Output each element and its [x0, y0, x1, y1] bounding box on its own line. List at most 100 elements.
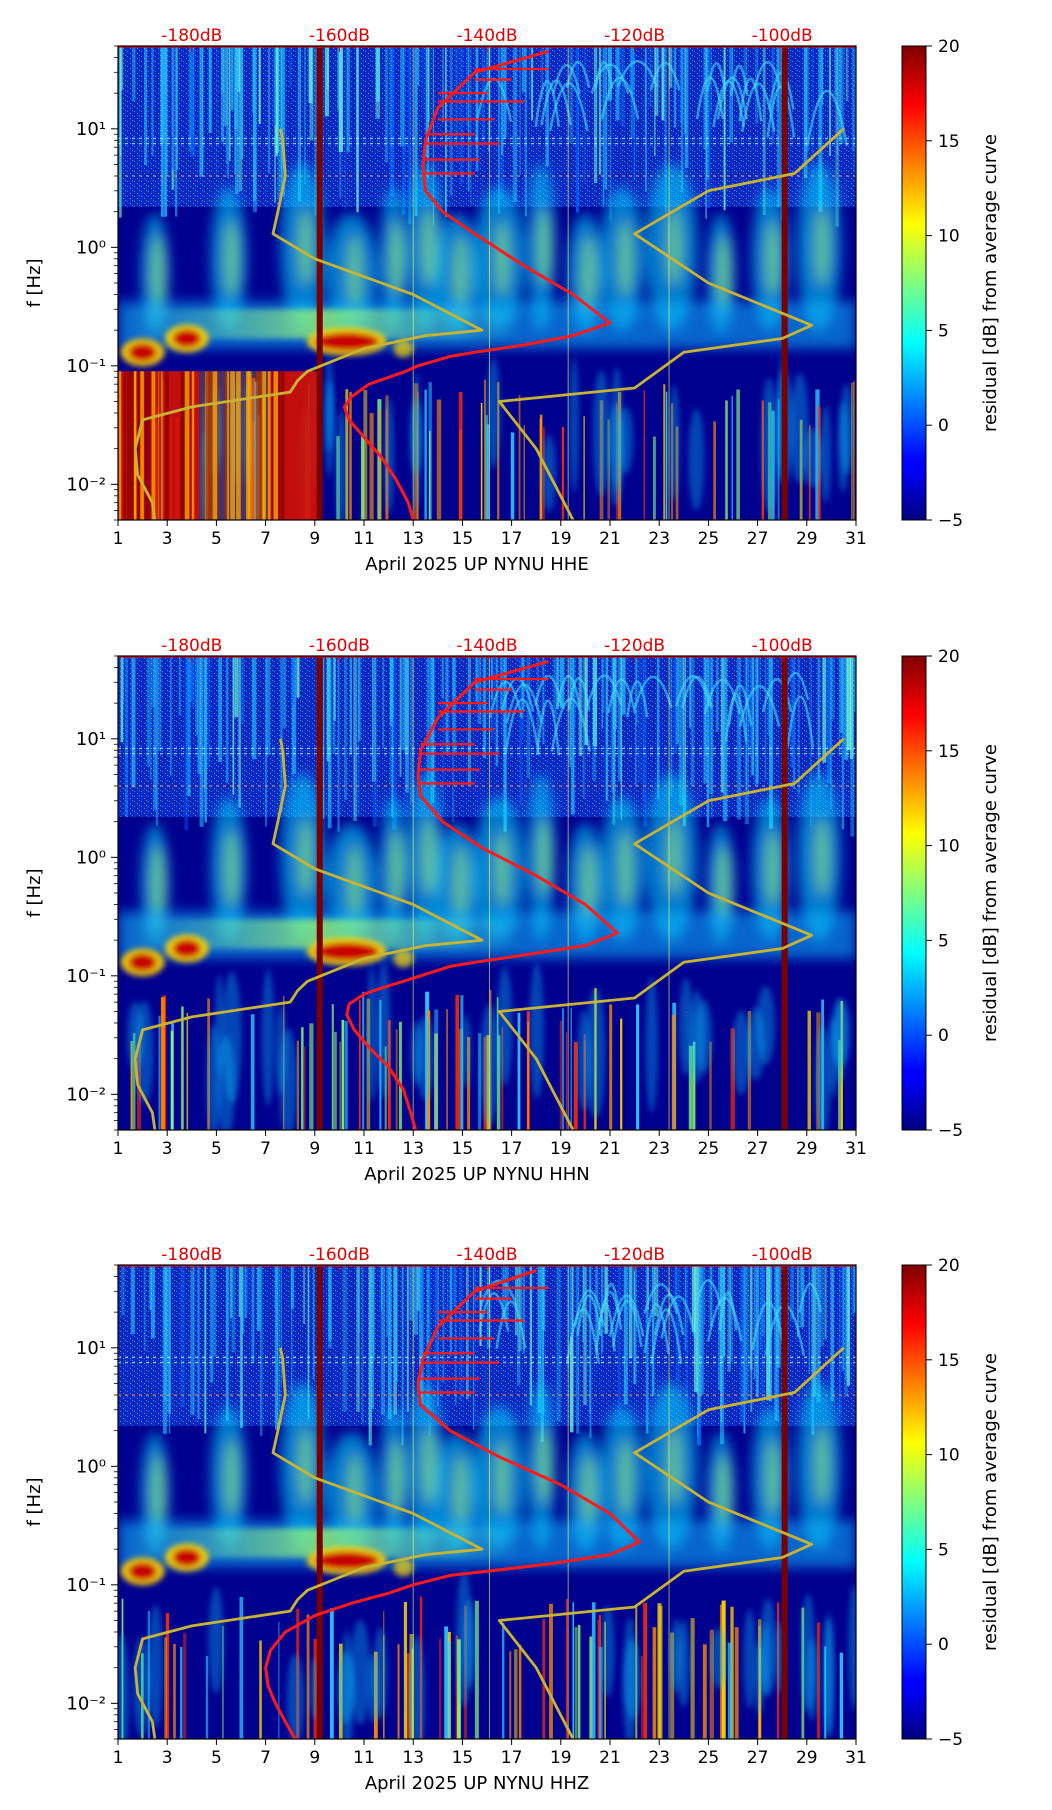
hot-spot-core [314, 942, 379, 961]
colorbar-label: residual [dB] from average curve [980, 134, 1001, 432]
y-tick-label: 10⁰ [76, 237, 106, 258]
microseism-core [580, 235, 597, 312]
colorbar-gradient [901, 1264, 927, 1740]
lf-burst-streak [277, 371, 281, 520]
x-tick-label: 1 [113, 1748, 124, 1768]
lf-streak [484, 379, 486, 520]
lf-wisp [610, 367, 623, 491]
lf-wisp [324, 355, 335, 477]
lf-burst-streak [267, 371, 271, 520]
microseism-core [666, 819, 683, 896]
lf-streak [363, 389, 368, 520]
lf-wisp [569, 357, 579, 493]
lf-streak [559, 1020, 563, 1130]
colorbar-tick-label: 0 [938, 416, 949, 436]
lf-streak [403, 1601, 408, 1739]
lf-streak [657, 1603, 662, 1739]
lf-streak [709, 1041, 712, 1130]
lf-wisp [743, 1609, 756, 1709]
x-tick-label: 7 [260, 1748, 271, 1768]
x-tick-label: 9 [309, 1139, 320, 1159]
lf-burst-streak [259, 371, 263, 520]
microseism-core [764, 1439, 781, 1516]
lf-streak [518, 395, 521, 520]
hot-column [781, 46, 788, 520]
lf-wisp [376, 962, 391, 1100]
x-tick-label: 17 [501, 1748, 523, 1768]
lf-streak [514, 1649, 518, 1739]
lf-streak [713, 421, 716, 520]
lf-streak [344, 1020, 348, 1130]
lf-burst-streak [273, 371, 279, 520]
lf-burst-streak [118, 371, 122, 520]
x-tick-label: 3 [162, 1139, 173, 1159]
lf-streak [549, 1603, 553, 1739]
lf-streak [565, 1032, 568, 1130]
lf-streak [517, 1012, 521, 1130]
colorbar: 20 15 10 5 0 −5 residual [dB] from average cur… [901, 37, 1001, 531]
hot-spot-core [172, 329, 201, 348]
lf-streak [609, 1004, 613, 1130]
lf-streak [170, 1030, 174, 1130]
lf-streak [398, 1021, 402, 1130]
microseism-core [494, 830, 511, 907]
lf-burst-streak [123, 371, 127, 520]
lf-streak [561, 426, 565, 520]
db-label: -160dB [309, 636, 370, 656]
lf-burst-streak [230, 371, 235, 520]
lf-streak [158, 1015, 161, 1130]
lf-wisp [679, 977, 694, 1076]
lf-streak [573, 1041, 578, 1130]
lf-streak [663, 384, 666, 520]
hot-spots [120, 324, 387, 367]
x-tick-label: 31 [845, 529, 867, 549]
lf-wisp [127, 1001, 144, 1071]
x-tick-label: 13 [402, 1748, 424, 1768]
hot-spot-core [128, 343, 157, 362]
hot-column [316, 46, 323, 520]
db-label: -100dB [752, 636, 813, 656]
lf-streak [838, 1040, 841, 1130]
lf-wisp [820, 405, 832, 504]
ppsd-average-curve [345, 659, 619, 1130]
lf-wisp [756, 985, 775, 1066]
db-label: -180dB [161, 636, 222, 656]
x-tick-label: 25 [698, 1139, 720, 1159]
hot-spot-core [314, 1551, 379, 1570]
lf-streak [839, 1652, 844, 1739]
lf-streak [671, 1014, 676, 1130]
lf-streak [730, 1606, 734, 1739]
x-tick-label: 21 [599, 529, 621, 549]
lf-wisp [383, 397, 395, 514]
lf-wisp [760, 377, 778, 513]
lf-burst-streak [207, 371, 213, 520]
x-axis-label: April 2025 UP NYNU HHZ [365, 1773, 589, 1794]
microseism-core [388, 220, 405, 297]
colorbar-tick-label: 15 [938, 742, 960, 762]
colorbar-gradient [901, 655, 927, 1131]
x-tick-label: 15 [452, 1139, 474, 1159]
lf-wisp [366, 965, 377, 1103]
lf-streak [369, 413, 374, 520]
lf-wisp [148, 1604, 164, 1729]
lf-streak [501, 1622, 505, 1739]
lf-streak [360, 434, 365, 520]
microseism-core [617, 1439, 634, 1516]
lf-streak [486, 424, 490, 520]
y-tick-label: 10⁻² [66, 1084, 106, 1105]
lf-streak [816, 1622, 821, 1739]
lf-streak [565, 1598, 568, 1739]
lf-wisp [830, 999, 851, 1067]
x-tick-label: 15 [452, 1748, 474, 1768]
lf-streak [598, 1646, 603, 1739]
lf-streak [652, 1627, 657, 1739]
colorbar-tick-label: 5 [938, 1540, 949, 1560]
x-tick-label: 25 [698, 1748, 720, 1768]
x-tick-label: 5 [211, 1748, 222, 1768]
lf-streak [523, 425, 525, 520]
x-tick-label: 19 [550, 1139, 572, 1159]
hot-spots [120, 934, 387, 977]
